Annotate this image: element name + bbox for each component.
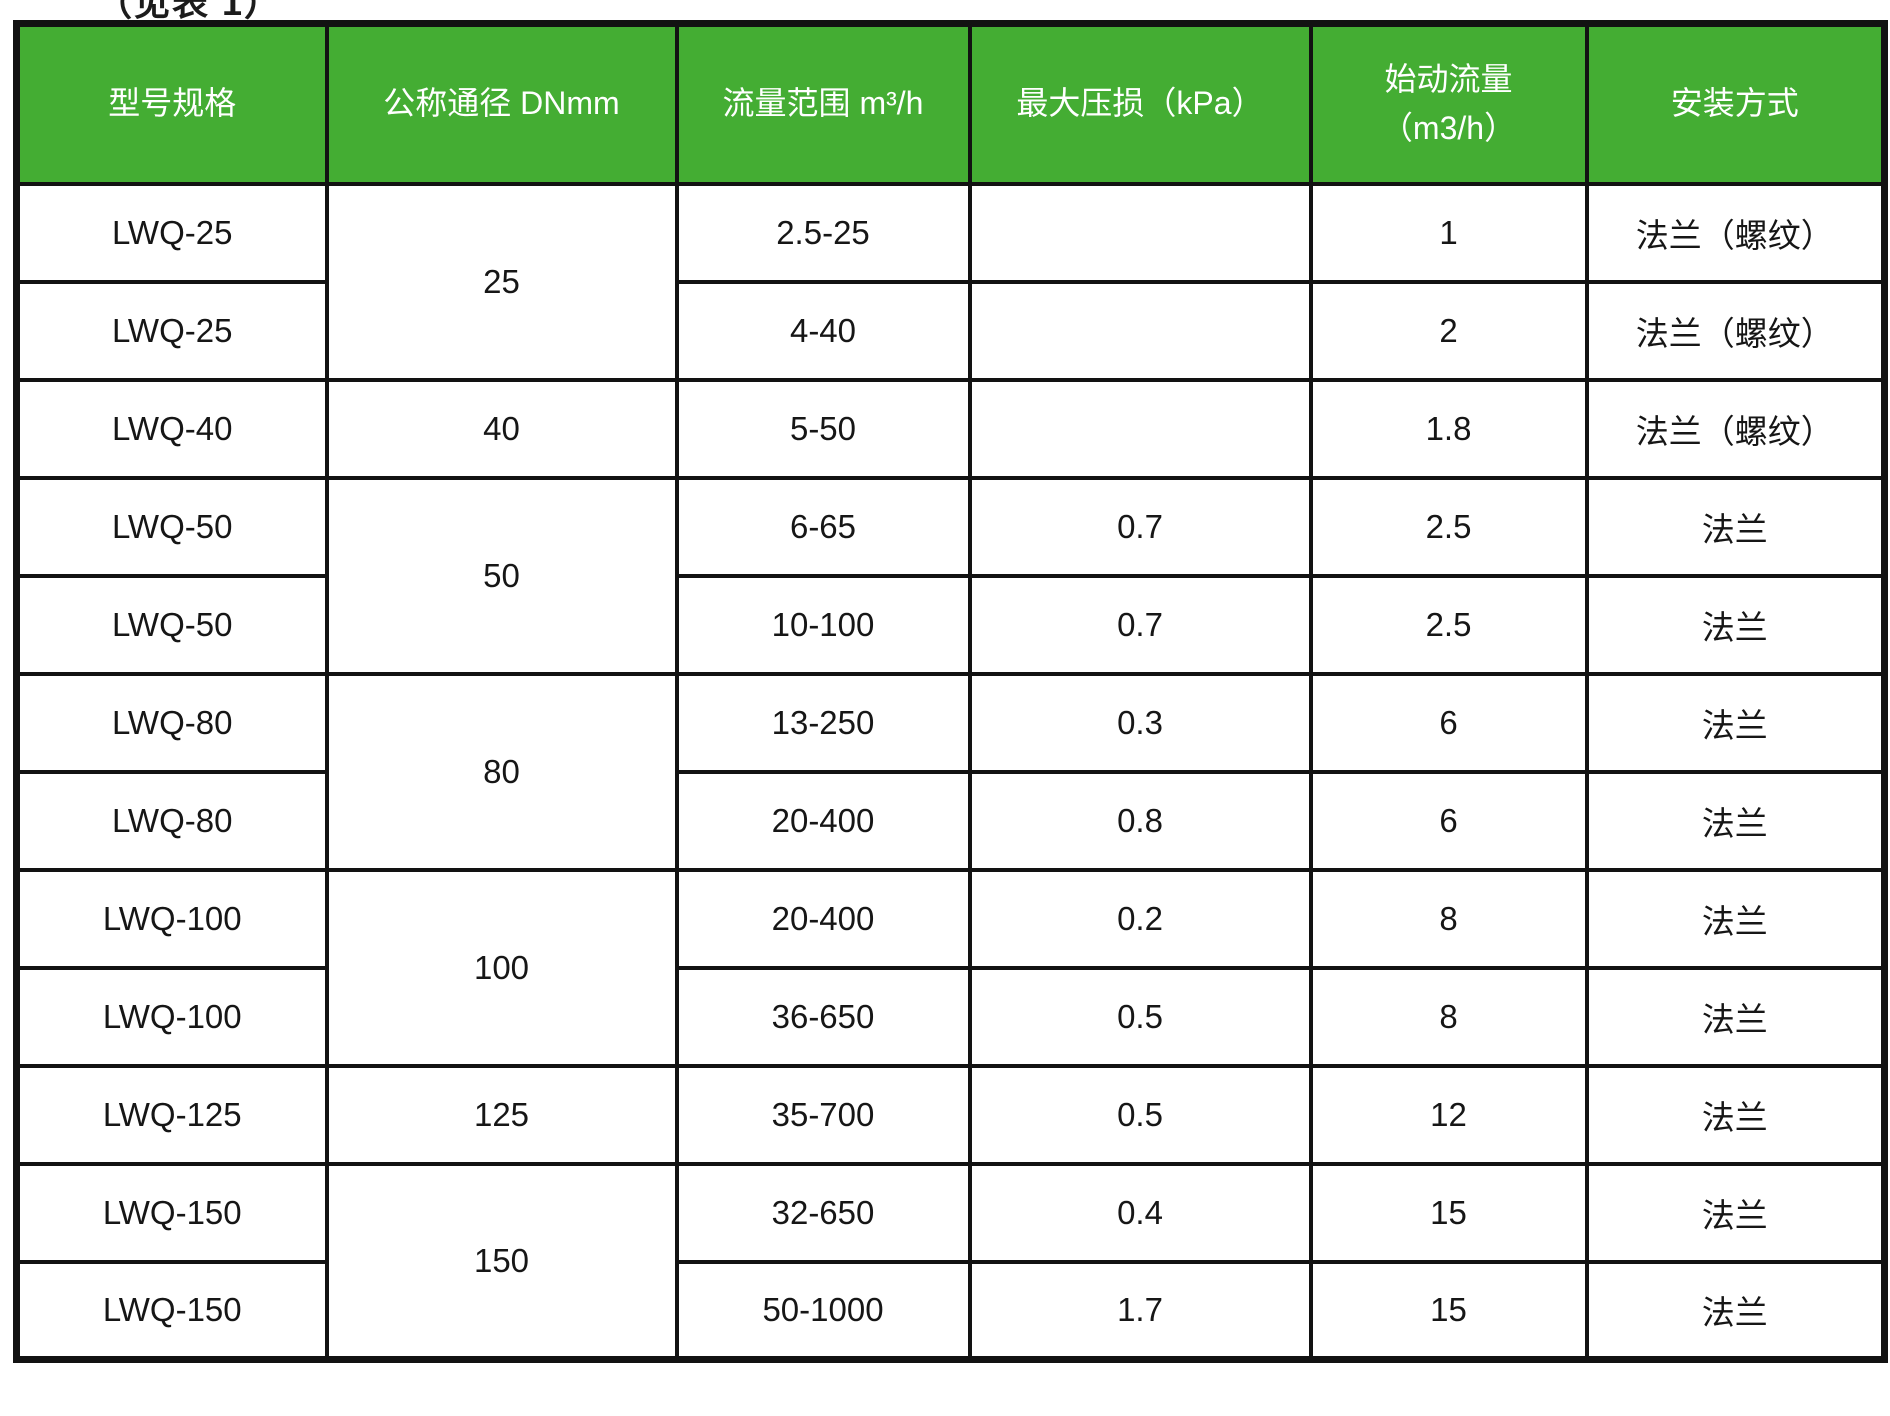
cell-install: 法兰 [1584,1063,1887,1166]
cell-max-pressure-loss [967,377,1313,480]
spec-table-body: LWQ-25 25 2.5-25 1 法兰（螺纹） LWQ-25 4-40 2 … [14,181,1887,1362]
cell-flow-range: 6-65 [674,475,972,578]
cell-flow-range: 10-100 [674,573,972,676]
cell-max-pressure-loss: 0.8 [967,769,1313,872]
cell-install: 法兰（螺纹） [1584,279,1887,382]
cell-flow-range: 13-250 [674,671,972,774]
cell-model: LWQ-150 [14,1161,329,1264]
table-row: LWQ-50 50 6-65 0.7 2.5 法兰 [14,475,1887,676]
cell-model: LWQ-80 [14,671,329,774]
column-header-model: 型号规格 [14,21,329,186]
cell-max-pressure-loss: 0.2 [967,867,1313,970]
table-row: LWQ-40 40 5-50 1.8 法兰（螺纹） [14,377,1887,480]
cell-model: LWQ-125 [14,1063,329,1166]
page-caption-text: （见表 1） [96,0,1890,20]
cell-install: 法兰 [1584,573,1887,676]
cell-flow-range: 20-400 [674,867,972,970]
table-row: LWQ-80 80 13-250 0.3 6 法兰 [14,671,1887,872]
cell-flow-range: 50-1000 [674,1259,972,1362]
cell-flow-range: 20-400 [674,769,972,872]
cell-start-flow: 2.5 [1308,475,1589,578]
cell-install: 法兰 [1584,769,1887,872]
cell-install: 法兰 [1584,1161,1887,1264]
column-header-max-pressure-loss: 最大压损（kPa） [967,21,1313,186]
cell-model: LWQ-80 [14,769,329,872]
column-header-flow-range: 流量范围 m³/h [674,21,972,186]
cell-install: 法兰 [1584,867,1887,970]
cell-model: LWQ-50 [14,573,329,676]
cell-install: 法兰 [1584,965,1887,1068]
cell-start-flow: 12 [1308,1063,1589,1166]
cell-max-pressure-loss: 0.5 [967,965,1313,1068]
cell-install: 法兰 [1584,475,1887,578]
spec-table: 型号规格 公称通径 DNmm 流量范围 m³/h 最大压损（kPa） 始动流量 … [13,20,1888,1363]
cell-model: LWQ-150 [14,1259,329,1362]
cell-dn: 50 [324,475,679,676]
table-row: LWQ-150 50-1000 1.7 15 法兰 [14,1259,1887,1362]
cell-install: 法兰 [1584,671,1887,774]
cell-max-pressure-loss: 1.7 [967,1259,1313,1362]
cell-max-pressure-loss: 0.7 [967,573,1313,676]
column-header-start-flow-line1: 始动流量 [1384,60,1513,97]
cell-start-flow: 15 [1308,1161,1589,1264]
cell-start-flow: 8 [1308,867,1589,970]
cell-start-flow: 6 [1308,671,1589,774]
column-header-install: 安装方式 [1584,21,1887,186]
cell-model: LWQ-25 [14,181,329,284]
cell-model: LWQ-40 [14,377,329,480]
cell-install: 法兰 [1584,1259,1887,1362]
cell-start-flow: 2.5 [1308,573,1589,676]
cell-dn: 40 [324,377,679,480]
cell-flow-range: 35-700 [674,1063,972,1166]
spec-table-header: 型号规格 公称通径 DNmm 流量范围 m³/h 最大压损（kPa） 始动流量 … [14,21,1887,186]
cell-max-pressure-loss [967,279,1313,382]
column-header-start-flow: 始动流量 （m3/h） [1308,21,1589,186]
cell-model: LWQ-50 [14,475,329,578]
column-header-start-flow-line2: （m3/h） [1380,110,1517,147]
cell-dn: 25 [324,181,679,382]
cell-install: 法兰（螺纹） [1584,181,1887,284]
cell-model: LWQ-25 [14,279,329,382]
table-row: LWQ-125 125 35-700 0.5 12 法兰 [14,1063,1887,1166]
table-row: LWQ-50 10-100 0.7 2.5 法兰 [14,573,1887,676]
cell-dn: 100 [324,867,679,1068]
cell-flow-range: 36-650 [674,965,972,1068]
cell-dn: 150 [324,1161,679,1362]
cell-max-pressure-loss: 0.5 [967,1063,1313,1166]
header-row: 型号规格 公称通径 DNmm 流量范围 m³/h 最大压损（kPa） 始动流量 … [14,21,1887,186]
cell-max-pressure-loss [967,181,1313,284]
cell-start-flow: 6 [1308,769,1589,872]
cell-start-flow: 1.8 [1308,377,1589,480]
cell-max-pressure-loss: 0.3 [967,671,1313,774]
cell-install: 法兰（螺纹） [1584,377,1887,480]
table-row: LWQ-100 100 20-400 0.2 8 法兰 [14,867,1887,1068]
cell-start-flow: 8 [1308,965,1589,1068]
cell-model: LWQ-100 [14,867,329,970]
column-header-dn: 公称通径 DNmm [324,21,679,186]
table-row: LWQ-80 20-400 0.8 6 法兰 [14,769,1887,872]
table-row: LWQ-25 4-40 2 法兰（螺纹） [14,279,1887,382]
table-row: LWQ-25 25 2.5-25 1 法兰（螺纹） [14,181,1887,382]
cell-max-pressure-loss: 0.4 [967,1161,1313,1264]
cell-flow-range: 4-40 [674,279,972,382]
cell-max-pressure-loss: 0.7 [967,475,1313,578]
table-row: LWQ-150 150 32-650 0.4 15 法兰 [14,1161,1887,1362]
cell-flow-range: 5-50 [674,377,972,480]
page-caption-clipped: （见表 1） [96,0,1890,20]
table-row: LWQ-100 36-650 0.5 8 法兰 [14,965,1887,1068]
cell-model: LWQ-100 [14,965,329,1068]
cell-flow-range: 2.5-25 [674,181,972,284]
cell-start-flow: 2 [1308,279,1589,382]
cell-start-flow: 15 [1308,1259,1589,1362]
cell-dn: 80 [324,671,679,872]
cell-start-flow: 1 [1308,181,1589,284]
cell-dn: 125 [324,1063,679,1166]
cell-flow-range: 32-650 [674,1161,972,1264]
